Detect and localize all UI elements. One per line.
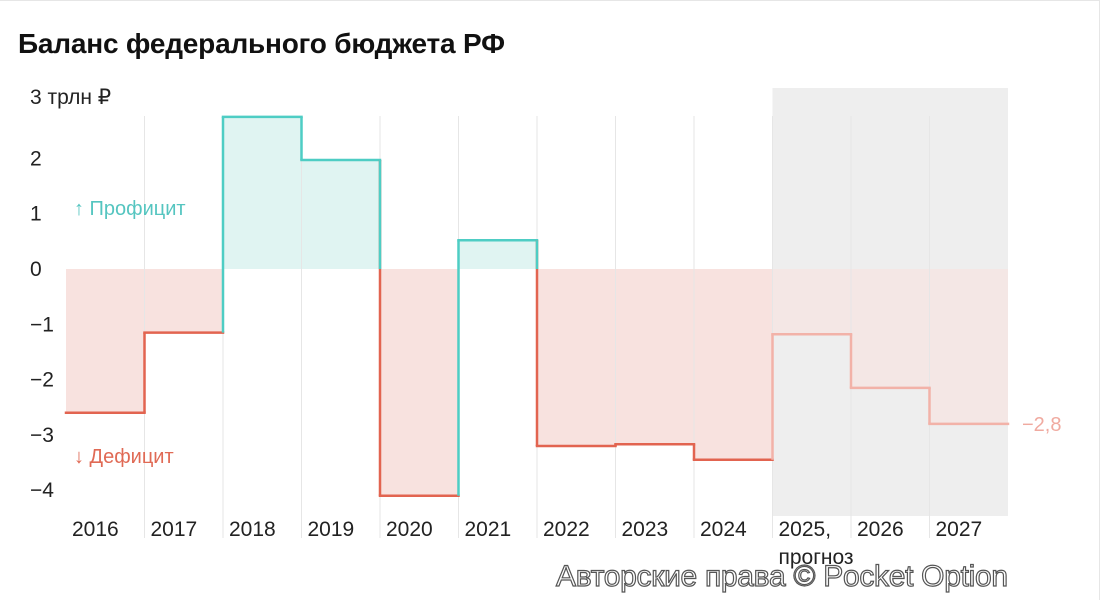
bar-fills <box>66 116 1008 496</box>
y-tick-label: 1 <box>30 203 42 226</box>
y-tick-label: −2 <box>30 369 54 392</box>
y-tick-label: 3 трлн ₽ <box>30 86 111 109</box>
watermark: Авторские права © Pocket Option <box>555 559 1008 593</box>
x-tick-label: 2025, <box>779 518 832 541</box>
bar-2022 <box>537 269 616 446</box>
bar-2026 <box>851 269 930 388</box>
bar-2020 <box>380 269 459 496</box>
x-tick-label: 2022 <box>543 518 590 541</box>
bar-2025 <box>772 269 851 335</box>
y-tick-label: 2 <box>30 147 42 170</box>
annotations: ↑ Профицит ↓ Дефицит −2,8 <box>74 198 1061 468</box>
bar-2018 <box>223 116 302 269</box>
bar-2019 <box>301 160 380 269</box>
y-tick-label: −1 <box>30 313 54 336</box>
bar-2021 <box>458 240 537 269</box>
y-tick-label: −3 <box>30 424 54 447</box>
x-tick-sublabel: прогноз <box>779 546 854 569</box>
y-axis-ticks: 3 трлн ₽ 2 1 0 −1 −2 −3 −4 <box>30 86 111 502</box>
bar-2017 <box>144 269 223 333</box>
end-value-label: −2,8 <box>1022 414 1061 436</box>
x-tick-label: 2019 <box>308 518 355 541</box>
x-tick-label: 2027 <box>936 518 983 541</box>
x-tick-label: 2020 <box>386 518 433 541</box>
bar-2016 <box>66 269 145 413</box>
bar-2027 <box>929 269 1008 424</box>
y-tick-label: 0 <box>30 258 42 281</box>
x-tick-label: 2017 <box>151 518 198 541</box>
x-tick-label: 2023 <box>622 518 669 541</box>
x-tick-label: 2026 <box>857 518 904 541</box>
x-tick-label: 2018 <box>229 518 276 541</box>
deficit-annotation: ↓ Дефицит <box>74 446 174 468</box>
surplus-annotation: ↑ Профицит <box>74 198 186 220</box>
bar-2023 <box>615 269 694 445</box>
x-tick-label: 2016 <box>72 518 119 541</box>
bar-2024 <box>694 269 773 460</box>
y-tick-label: −4 <box>30 479 54 502</box>
x-axis-ticks: 2016 2017 2018 2019 2020 2021 2022 2023 2024 2025… <box>72 518 982 569</box>
x-tick-label: 2021 <box>465 518 512 541</box>
x-tick-label: 2024 <box>700 518 747 541</box>
chart-title: Баланс федерального бюджета РФ <box>18 28 505 59</box>
balance-step-line <box>64 115 1010 497</box>
